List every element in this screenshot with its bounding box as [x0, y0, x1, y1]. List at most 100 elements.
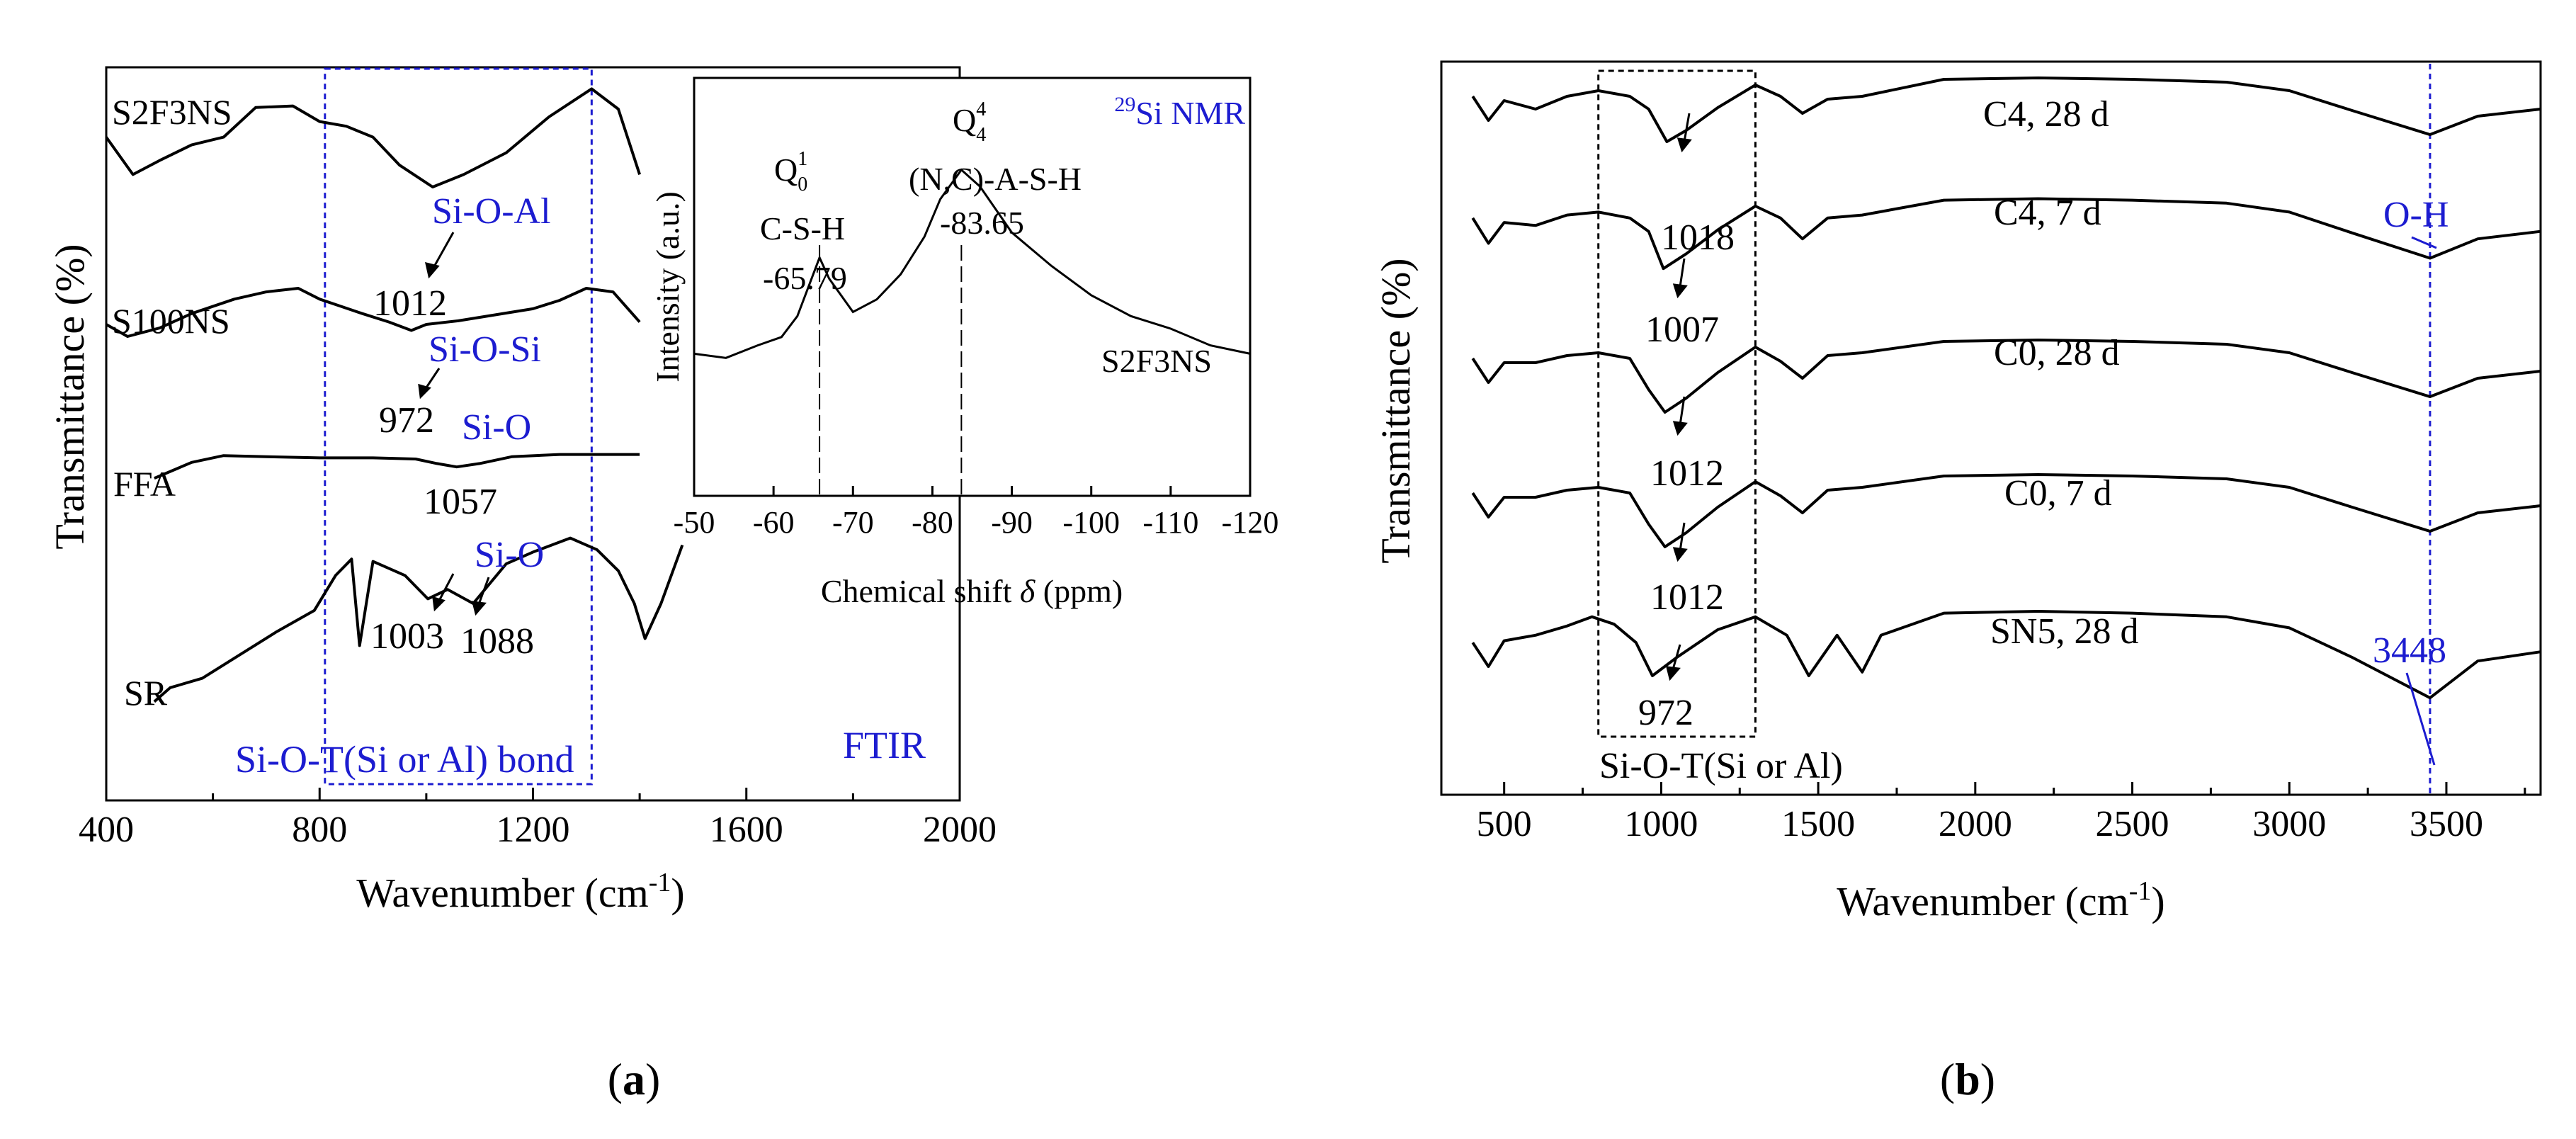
- panel-a-annotation-wavenumber: 1012: [373, 283, 447, 324]
- inset-title-sup: 29: [1114, 93, 1135, 116]
- panel-b-curves: [1471, 76, 2541, 700]
- panel-a-series-ffa: [154, 453, 640, 480]
- inset-x-tick-label: -120: [1222, 505, 1279, 540]
- panel-a-annotation-bond: Si-O-Al: [432, 191, 551, 232]
- inset-peak-species: C-S-H: [760, 210, 845, 246]
- panel-a-x-tick-label: 1200: [497, 810, 570, 850]
- panel-b-series-curve: [1471, 473, 2541, 548]
- panel-a-region-box: [324, 67, 593, 786]
- inset-x-tick-label: -60: [753, 505, 795, 540]
- panel-b-xlabel: Wavenumber (cm-1): [1837, 876, 2164, 924]
- panel-b-plot-frame: [1440, 60, 2542, 796]
- panel-a-series-label: SR: [124, 673, 168, 713]
- panel-b-caption-letter: b: [1955, 1054, 1980, 1104]
- panel-a-x-tick-label: 800: [292, 810, 347, 850]
- panel-b-minimum-label: 1018: [1661, 217, 1735, 258]
- panel-b-series-label: C0, 28 d: [1994, 333, 2120, 373]
- inset-peak-q-sub: 0: [798, 174, 807, 196]
- inset-series-label: S2F3NS: [1101, 343, 1212, 379]
- panel-a-x-axis: 400 800 1200 1600 2000: [79, 788, 997, 850]
- inset-peak-value: -65.79: [763, 260, 847, 296]
- panel-b-x-tick-label: 1000: [1624, 804, 1698, 844]
- panel-a-annotation-wavenumber: 1057: [424, 482, 497, 522]
- panel-a-annotation-bond: Si-O: [475, 535, 544, 575]
- panel-a-annotation-wavenumber: 972: [379, 400, 434, 441]
- panel-a-region: [324, 67, 593, 786]
- inset-xlabel-delta: δ: [1020, 573, 1035, 609]
- panel-b-x-axis: 500 1000 1500 2000 2500 3000 3500: [1477, 782, 2526, 844]
- inset-ylabel: Intensity (a.u.): [649, 191, 686, 382]
- panel-a-x-tick-label: 1600: [710, 810, 783, 850]
- panel-a-annotation-wavenumber: 1003: [370, 616, 444, 657]
- panel-b-x-tick-label: 3500: [2410, 804, 2483, 844]
- panel-a-series-s100ns: [106, 287, 641, 338]
- panel-b-minimum-label: 972: [1638, 693, 1693, 733]
- panel-b-series-label: C4, 28 d: [1983, 94, 2109, 135]
- inset-peak-species: (N,C)-A-S-H: [909, 161, 1082, 197]
- panel-b-ylabel: Transmittance (%): [1373, 258, 1419, 563]
- inset-x-tick-label: -80: [912, 505, 953, 540]
- inset-peak-q: Q4 4: [953, 98, 986, 146]
- inset-curve: [693, 168, 1251, 359]
- panel-a-region-label: Si-O-T(Si or Al) bond: [235, 738, 574, 781]
- inset-peak-value: -83.65: [940, 205, 1024, 241]
- panel-b-arrow-peak: [2405, 672, 2436, 766]
- panel-b-minimum-label: 1012: [1650, 577, 1724, 618]
- panel-b-x-tick-label: 2500: [2096, 804, 2169, 844]
- panel-a-series-label: S2F3NS: [112, 92, 232, 132]
- panel-b-annotation-oh: O-H: [2383, 195, 2449, 235]
- panel-a-series-s2f3ns: [105, 87, 642, 188]
- panel-b-region-label: Si-O-T(Si or Al): [1599, 746, 1843, 786]
- inset-nmr-curve: [693, 168, 1251, 359]
- panel-b-series-label: SN5, 28 d: [1990, 611, 2138, 652]
- inset-x-tick-label: -110: [1142, 505, 1198, 540]
- panel-a-annotation-wavenumber: 1088: [460, 621, 534, 662]
- inset-x-axis: -50 -60 -70 -80 -90 -100 -110 -120: [674, 486, 1279, 540]
- panel-b-minimum-label: 1012: [1650, 453, 1724, 494]
- inset-x-tick-label: -90: [991, 505, 1033, 540]
- panel-b-arrow-oh: [2411, 236, 2437, 249]
- panel-b-series-label: C0, 7 d: [2004, 473, 2112, 514]
- panel-b-region: [1597, 64, 2432, 795]
- inset-xlabel: Chemical shift δ (ppm): [821, 573, 1123, 609]
- panel-a-ylabel: Transmittance (%): [47, 244, 93, 549]
- panel-a-caption: (a): [608, 1054, 661, 1104]
- panel-a-annotation-bond: Si-O: [462, 407, 531, 448]
- panel-b-region-box: [1597, 69, 1757, 738]
- inset-peak-q-sub: 4: [976, 124, 986, 146]
- panel-b-caption: (b): [1940, 1054, 1995, 1104]
- panel-b-x-tick-label: 2000: [1939, 804, 2012, 844]
- panel-a-caption-letter: a: [623, 1054, 645, 1104]
- panel-a-series-sr: [153, 536, 684, 703]
- panel-b-minimum-label: 1007: [1645, 310, 1719, 350]
- panel-a-x-tick-label: 2000: [923, 810, 997, 850]
- inset-peak-q-sup: 1: [798, 148, 807, 170]
- panel-b-x-tick-label: 500: [1477, 804, 1532, 844]
- inset-xlabel-suffix: (ppm): [1035, 573, 1123, 609]
- panel-b-series-curve: [1471, 610, 2541, 700]
- panel-a-series-label: S100NS: [112, 301, 230, 341]
- inset-peak-q-sup: 4: [976, 98, 986, 120]
- panel-a-x-tick-label: 400: [79, 810, 134, 850]
- panel-b-x-tick-label: 1500: [1781, 804, 1855, 844]
- inset-x-tick-label: -50: [674, 505, 715, 540]
- inset-xlabel-prefix: Chemical shift: [821, 573, 1020, 609]
- inset-peak-q-base: Q: [953, 102, 976, 138]
- panel-b-x-tick-label: 3000: [2252, 804, 2326, 844]
- panel-b-series-curve: [1471, 339, 2541, 414]
- panel-b-series-curve: [1471, 76, 2541, 143]
- panel-a: 400 800 1200 1600 2000 Transmittance (%) Wav…: [47, 66, 1279, 1104]
- inset-frame: [693, 76, 1252, 497]
- panel-b-annotation-peak: 3448: [2373, 630, 2446, 671]
- inset-title-text: Si NMR: [1135, 95, 1245, 131]
- inset-x-tick-label: -70: [832, 505, 874, 540]
- panel-b-series-label: C4, 7 d: [1994, 193, 2101, 233]
- panel-b: 500 1000 1500 2000 2500 3000 3500 Transmittanc…: [1373, 60, 2542, 1104]
- panel-a-arrows: [418, 232, 490, 616]
- inset-peak-q-base: Q: [774, 152, 798, 188]
- panel-b-series-curve: [1471, 197, 2541, 271]
- panel-a-title: FTIR: [843, 724, 926, 766]
- panel-a-xlabel: Wavenumber (cm-1): [356, 868, 684, 916]
- inset-nmr: -50 -60 -70 -80 -90 -100 -110 -120 Intensity (a…: [649, 76, 1279, 609]
